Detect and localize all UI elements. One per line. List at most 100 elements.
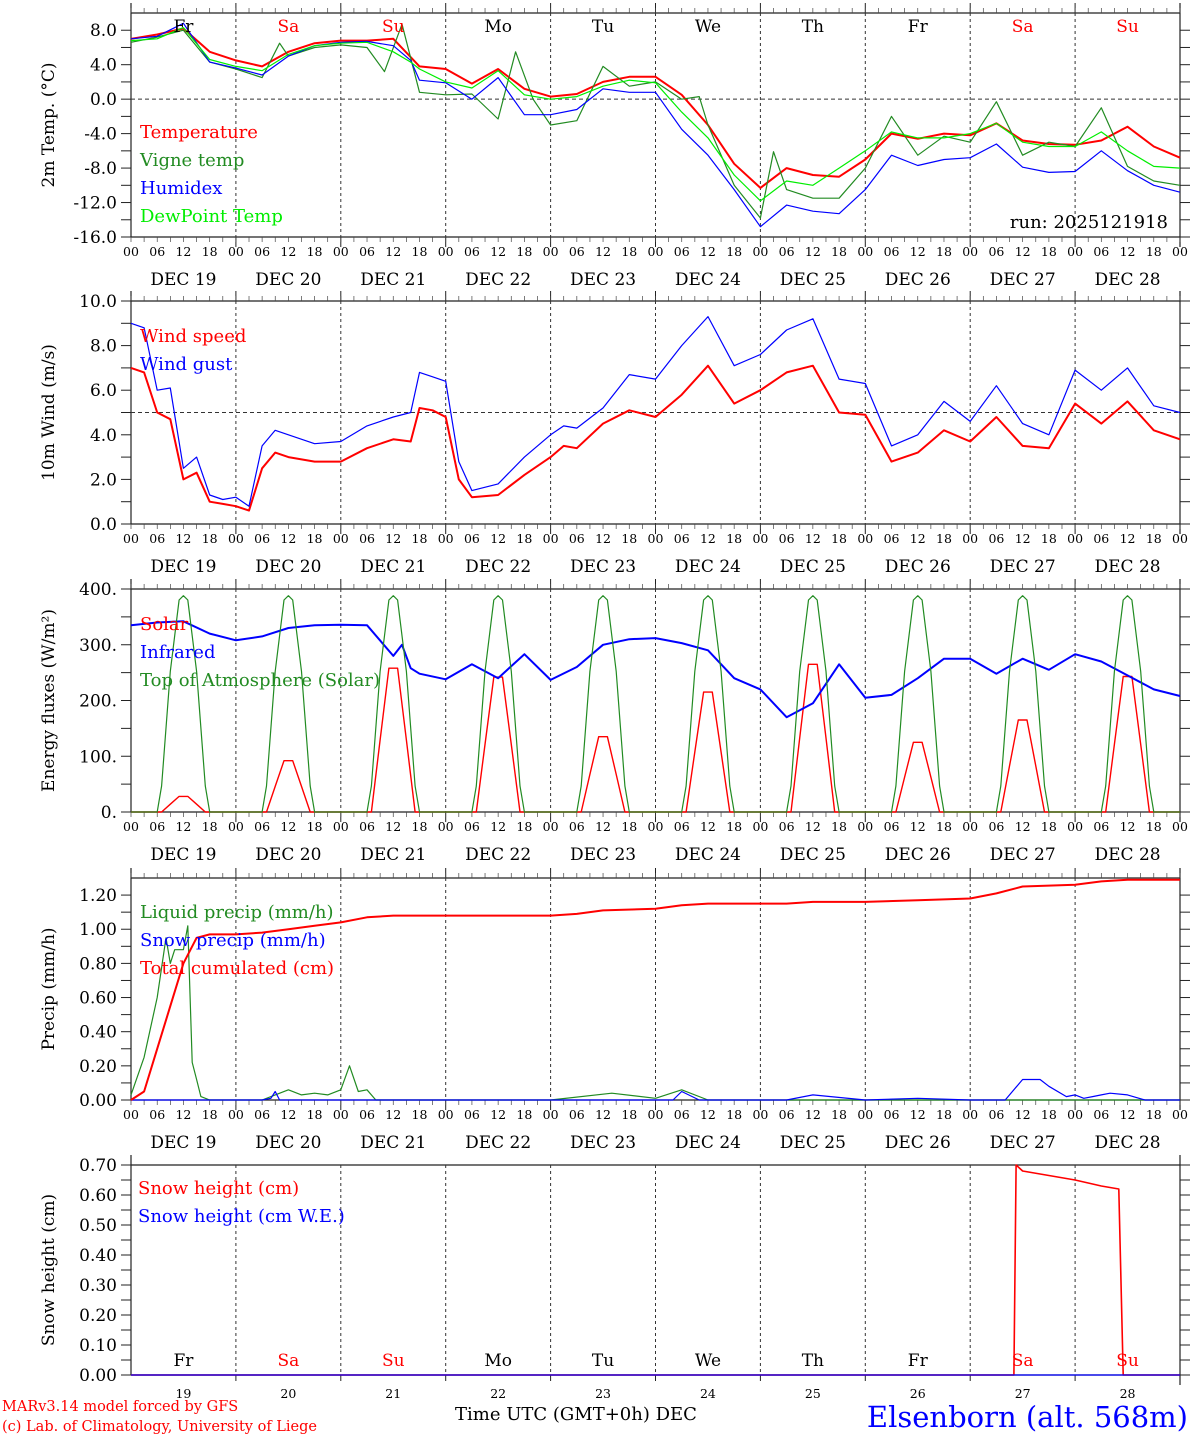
hour-label: 00 xyxy=(333,819,349,834)
hour-label: 00 xyxy=(857,819,873,834)
date-label: DEC 25 xyxy=(780,845,846,865)
date-label: DEC 19 xyxy=(150,270,216,290)
weekday-label: Fr xyxy=(908,17,929,37)
hour-label: 12 xyxy=(385,244,401,259)
hour-label: 18 xyxy=(202,531,218,546)
date-label: DEC 20 xyxy=(255,845,321,865)
hour-label: 18 xyxy=(726,1107,742,1122)
date-label: DEC 23 xyxy=(570,1133,636,1153)
y-tick-label: 0.10 xyxy=(79,1336,117,1356)
hour-label: 06 xyxy=(359,531,375,546)
legend-entry: Snow height (cm W.E.) xyxy=(138,1206,345,1227)
hour-label: 18 xyxy=(1146,819,1162,834)
hour-label: 18 xyxy=(831,244,847,259)
hour-label: 12 xyxy=(700,819,716,834)
hour-label: 12 xyxy=(490,1107,506,1122)
hour-label: 00 xyxy=(123,531,139,546)
hour-label: 18 xyxy=(516,1107,532,1122)
date-label: DEC 19 xyxy=(150,845,216,865)
hour-label: 06 xyxy=(464,1107,480,1122)
hour-label: 00 xyxy=(857,244,873,259)
date-label: DEC 28 xyxy=(1095,270,1161,290)
weekday-label: Mo xyxy=(484,17,512,37)
hour-label: 18 xyxy=(621,531,637,546)
x-axis-title-text: Time UTC (GMT+0h) xyxy=(455,1404,650,1425)
hour-label: 00 xyxy=(543,531,559,546)
hour-label: 18 xyxy=(1146,244,1162,259)
hour-label: 12 xyxy=(1120,531,1136,546)
date-label: DEC 27 xyxy=(990,1133,1056,1153)
day-number-label: 25 xyxy=(805,1386,821,1401)
y-axis-title: Snow height (cm) xyxy=(39,1194,59,1346)
hour-label: 18 xyxy=(621,819,637,834)
hour-label: 00 xyxy=(752,1107,768,1122)
date-label: DEC 21 xyxy=(360,270,426,290)
hour-label: 12 xyxy=(910,1107,926,1122)
hour-label: 00 xyxy=(857,531,873,546)
weekday-label: Tu xyxy=(592,17,614,37)
hour-label: 06 xyxy=(359,244,375,259)
date-label: DEC 24 xyxy=(675,1133,741,1153)
hour-label: 00 xyxy=(228,531,244,546)
hour-label: 18 xyxy=(936,1107,952,1122)
hour-label: 18 xyxy=(1146,531,1162,546)
legend-entry: Total cumulated (cm) xyxy=(140,958,334,979)
hour-label: 18 xyxy=(1041,1107,1057,1122)
hour-label: 00 xyxy=(1067,819,1083,834)
hour-label: 06 xyxy=(569,819,585,834)
weekday-label: Fr xyxy=(908,1351,929,1371)
hour-label: 00 xyxy=(333,1107,349,1122)
hour-label: 18 xyxy=(1041,819,1057,834)
hour-label: 12 xyxy=(1120,1107,1136,1122)
date-label: DEC 28 xyxy=(1095,845,1161,865)
legend-entry: Temperature xyxy=(140,122,258,143)
hour-label: 00 xyxy=(438,244,454,259)
y-tick-label: 0.60 xyxy=(79,989,117,1009)
hour-label: 12 xyxy=(490,244,506,259)
hour-label: 00 xyxy=(648,244,664,259)
series-line-dewpoint-temp xyxy=(130,27,1181,202)
hour-label: 06 xyxy=(1093,819,1109,834)
credits: MARv3.14 model forced by GFS (c) Lab. of… xyxy=(2,1397,317,1437)
date-label: DEC 27 xyxy=(990,557,1056,577)
hour-label: 06 xyxy=(674,244,690,259)
legend-entry: Solar xyxy=(140,614,189,635)
hour-label: 00 xyxy=(962,819,978,834)
hour-label: 00 xyxy=(438,819,454,834)
hour-label: 12 xyxy=(1015,819,1031,834)
weekday-label: Sa xyxy=(1012,1351,1034,1371)
hour-label: 00 xyxy=(333,244,349,259)
legend-entry: Humidex xyxy=(140,178,222,199)
y-tick-label: 0.40 xyxy=(79,1246,117,1266)
hour-label: 06 xyxy=(988,1107,1004,1122)
date-label: DEC 19 xyxy=(150,1133,216,1153)
hour-label: 06 xyxy=(884,819,900,834)
hour-label: 00 xyxy=(752,531,768,546)
panel-1: 00 06 12 18 00 06 12 18 00 06 12 18 00 06 12 18 00 06 12 18… xyxy=(39,3,1190,290)
date-label: DEC 20 xyxy=(255,270,321,290)
y-tick-label: 0. xyxy=(101,803,117,823)
hour-label: 12 xyxy=(175,1107,191,1122)
date-label: DEC 26 xyxy=(885,270,951,290)
series-line-infrared xyxy=(130,620,1181,719)
date-label: DEC 27 xyxy=(990,845,1056,865)
hour-label: 18 xyxy=(726,819,742,834)
y-tick-label: 4.0 xyxy=(90,56,117,76)
date-label: DEC 21 xyxy=(360,845,426,865)
hour-label: 00 xyxy=(123,1107,139,1122)
hour-label: 00 xyxy=(543,1107,559,1122)
hour-label: 06 xyxy=(674,1107,690,1122)
hour-label: 18 xyxy=(936,244,952,259)
hour-label: 00 xyxy=(1067,1107,1083,1122)
date-label: DEC 23 xyxy=(570,270,636,290)
series-line-vigne-temp xyxy=(130,23,1181,219)
hour-label: 00 xyxy=(228,244,244,259)
hour-label: 12 xyxy=(910,244,926,259)
hour-label: 18 xyxy=(202,819,218,834)
hour-label: 12 xyxy=(595,531,611,546)
hour-label: 06 xyxy=(988,819,1004,834)
hour-label: 00 xyxy=(752,244,768,259)
date-label: DEC 26 xyxy=(885,557,951,577)
hour-label: 06 xyxy=(149,244,165,259)
hour-label: 12 xyxy=(175,819,191,834)
